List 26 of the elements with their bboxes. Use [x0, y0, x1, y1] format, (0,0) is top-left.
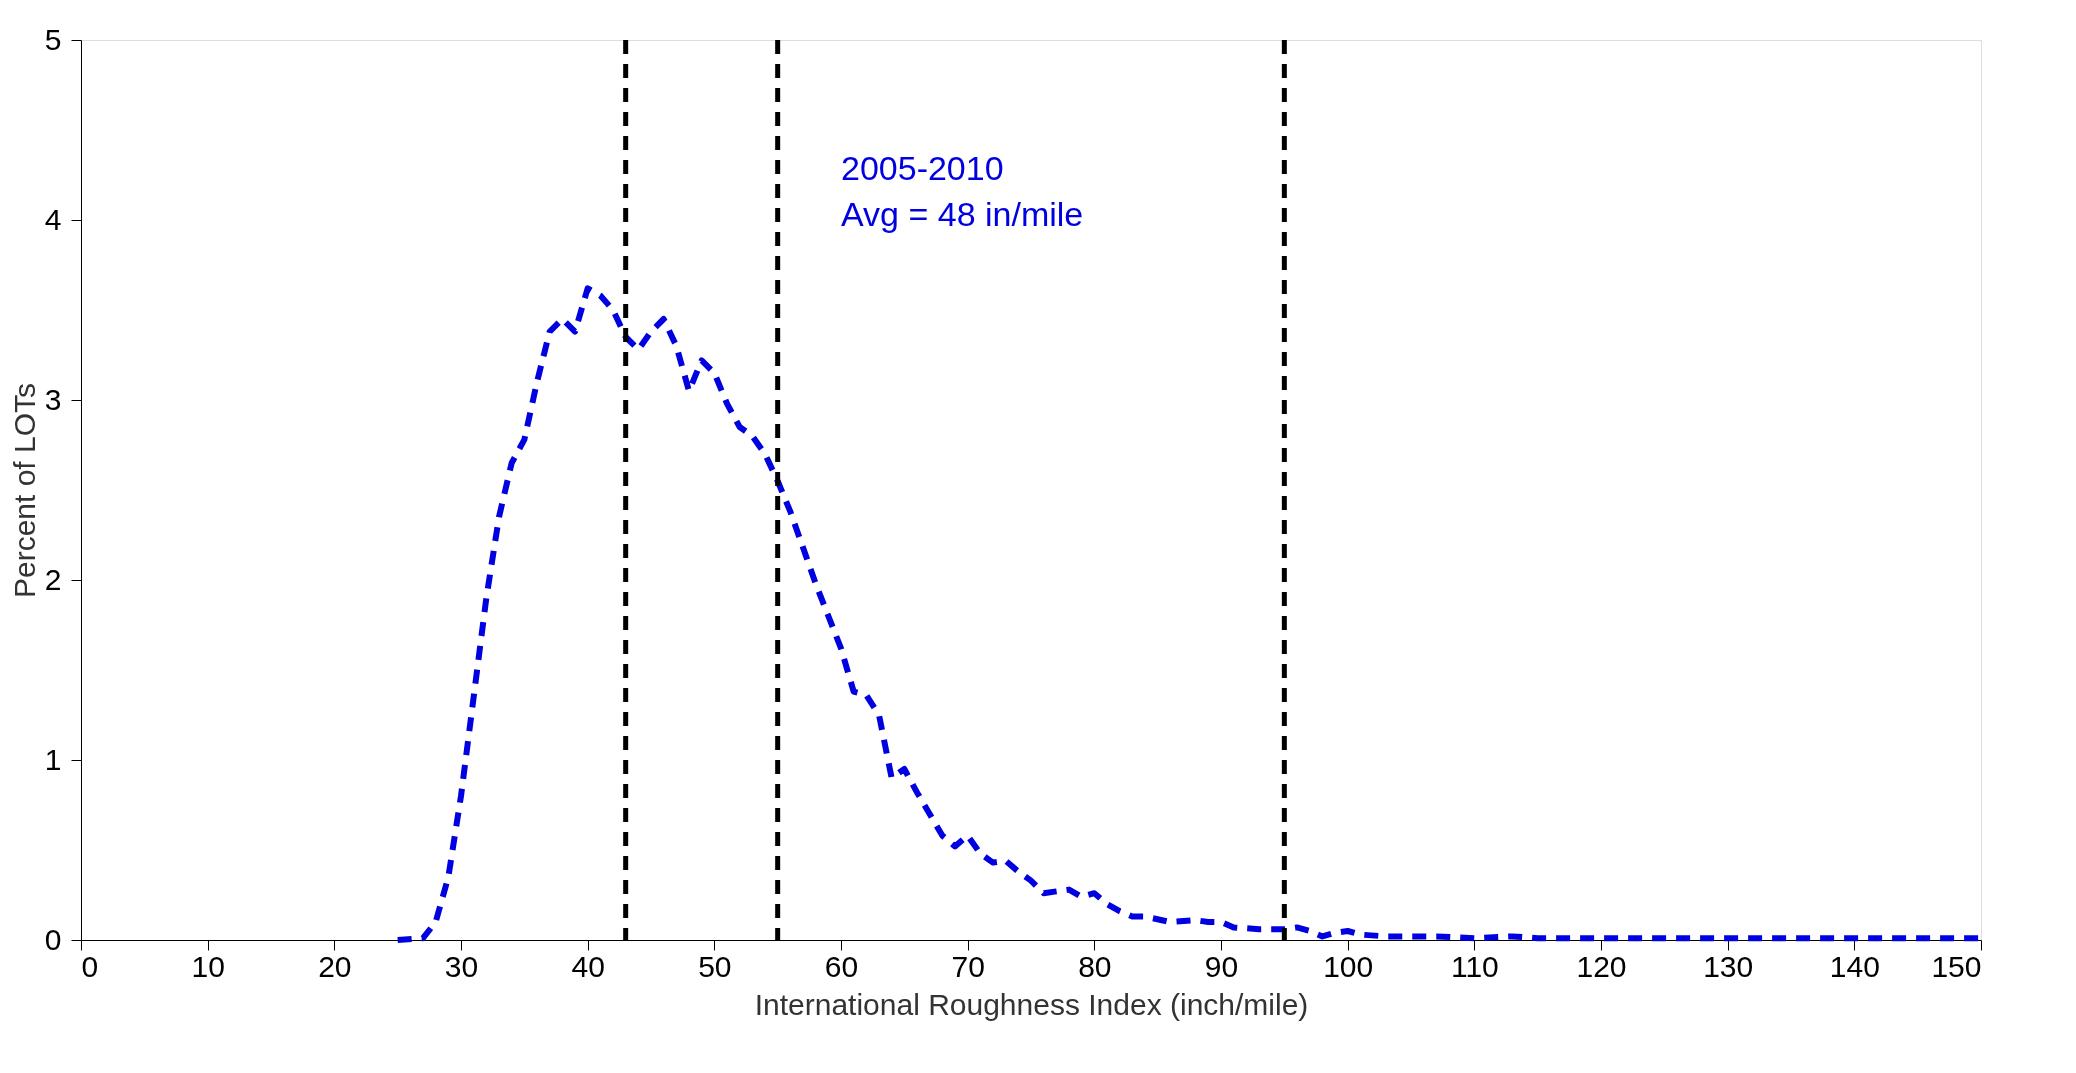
x-tick-label: 30	[444, 949, 479, 983]
x-tick-label: 50	[698, 949, 732, 983]
x-tick-label: 130	[1703, 949, 1754, 983]
x-tick-label: 120	[1576, 949, 1627, 983]
x-tick-label: 10	[191, 949, 225, 983]
y-tick-label: 5	[44, 22, 62, 56]
annotation: 2005-2010	[841, 149, 1004, 187]
y-tick-label: 4	[44, 202, 62, 236]
x-axis-title: International Roughness Index (inch/mile)	[754, 987, 1309, 1021]
x-tick-label: 100	[1323, 949, 1374, 983]
y-tick-label: 0	[44, 922, 62, 956]
y-tick-label: 3	[44, 382, 62, 416]
x-tick-label: 40	[571, 949, 605, 983]
x-tick-label: 90	[1204, 949, 1239, 983]
x-tick-label: 140	[1829, 949, 1880, 983]
y-axis-title: Percent of LOTs	[7, 382, 41, 599]
x-tick-label: 70	[951, 949, 985, 983]
y-tick-label: 2	[44, 562, 62, 596]
y-tick-label: 1	[44, 742, 62, 776]
annotation: Avg = 48 in/mile	[841, 195, 1084, 233]
x-tick-label: 110	[1450, 949, 1499, 983]
x-tick-label: 150	[1931, 949, 1982, 983]
x-tick-label: 60	[824, 949, 859, 983]
x-tick-label: 80	[1078, 949, 1112, 983]
x-tick-label: 20	[318, 949, 352, 983]
x-tick-label: 0	[81, 949, 99, 983]
